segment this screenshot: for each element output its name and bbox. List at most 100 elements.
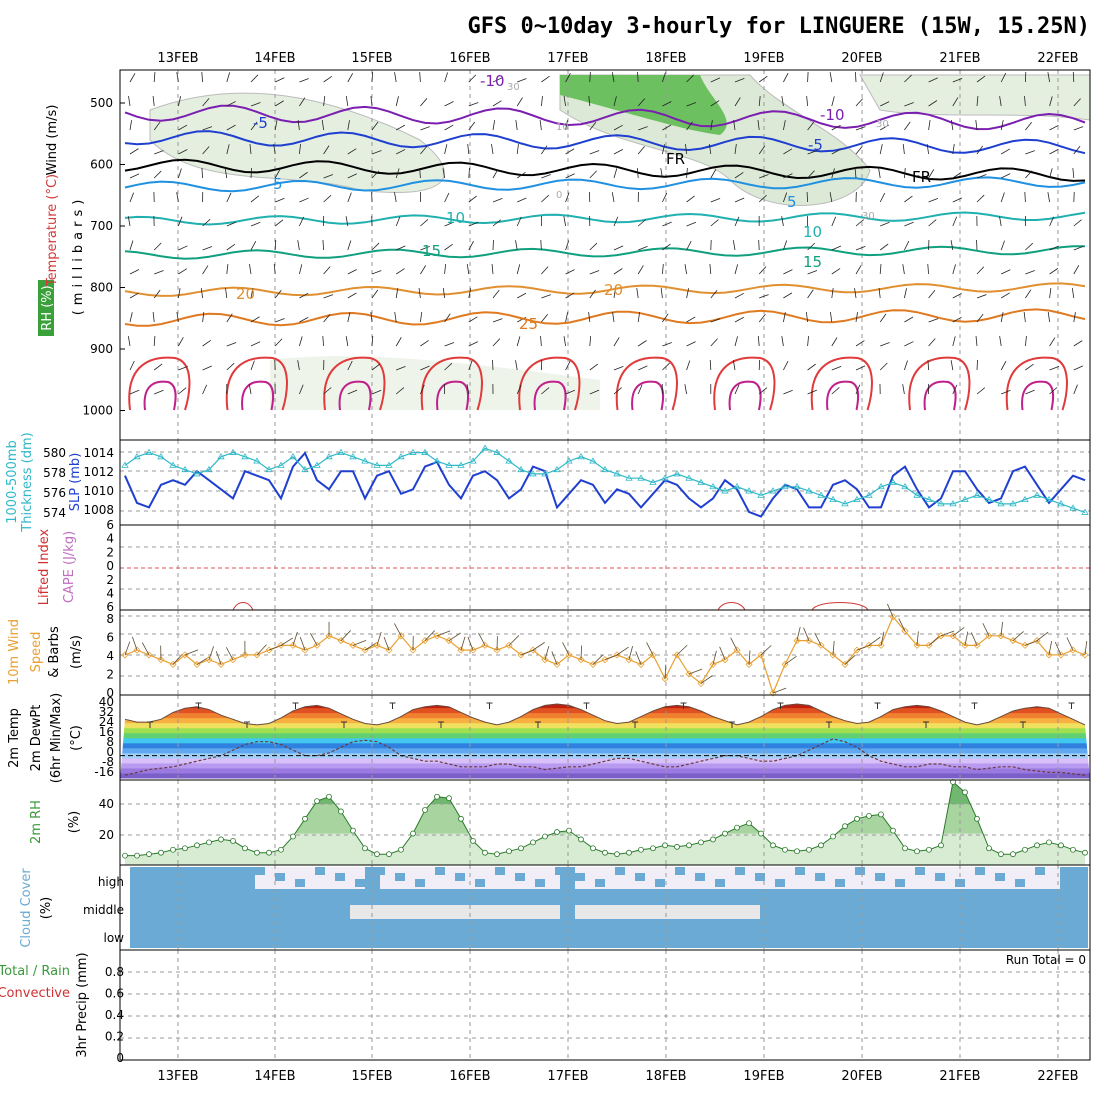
thickness-point bbox=[1069, 504, 1077, 511]
rh-point bbox=[386, 851, 392, 858]
wind-barb bbox=[442, 288, 445, 299]
rh-point bbox=[806, 846, 812, 853]
isotherm-label: -10 bbox=[480, 72, 505, 90]
precip-tick-label: 0.2 bbox=[105, 1030, 124, 1044]
wind-barb bbox=[783, 120, 786, 131]
wind-speed-point bbox=[961, 641, 969, 649]
wind-barb bbox=[952, 293, 962, 299]
wind-barb bbox=[565, 192, 570, 203]
wind-barb bbox=[1024, 96, 1026, 107]
wind-barb-10m bbox=[124, 641, 131, 656]
wind-barb bbox=[686, 221, 697, 227]
cloud-axis-label: Cloud Cover bbox=[19, 868, 34, 948]
wind-barb bbox=[952, 97, 959, 107]
wind-barb bbox=[806, 191, 808, 203]
wind-barb-10m bbox=[868, 636, 881, 646]
rh-axis-label: RH (%) bbox=[40, 285, 55, 330]
wind-speed-point bbox=[493, 646, 501, 654]
wind-barb bbox=[516, 216, 522, 227]
wind-barb bbox=[371, 150, 382, 155]
wind-barb bbox=[1072, 71, 1075, 83]
wind-barb bbox=[950, 240, 954, 251]
wind-barb bbox=[1025, 363, 1034, 371]
wind-barb bbox=[1000, 312, 1004, 323]
wind-barb bbox=[492, 318, 503, 323]
wind-barb bbox=[226, 72, 231, 83]
wind-barb bbox=[323, 96, 326, 107]
rh-point bbox=[818, 842, 824, 849]
wind-barb bbox=[783, 192, 788, 203]
pressure-axis-label: (millibars) bbox=[71, 195, 86, 316]
wind-barb-10m bbox=[256, 644, 267, 656]
wind-barb bbox=[783, 72, 789, 83]
wind-barb bbox=[299, 197, 309, 203]
wind-barb bbox=[468, 360, 473, 371]
thickness-point bbox=[433, 457, 441, 464]
thickness-point bbox=[865, 491, 873, 498]
cloud-high-block bbox=[635, 873, 645, 881]
wind-barb-10m bbox=[730, 637, 738, 651]
rh-point bbox=[254, 849, 260, 856]
wind-barb bbox=[540, 336, 542, 347]
wind-barb bbox=[733, 120, 736, 131]
wind-barb bbox=[153, 242, 162, 251]
slp-tick-label: 1012 bbox=[83, 465, 114, 479]
wind-speed-point bbox=[205, 656, 213, 664]
wind-barb bbox=[855, 265, 862, 275]
thickness-axis-label: Thickness (dm) bbox=[20, 432, 35, 532]
temp-loop-red bbox=[1005, 356, 1068, 411]
wind-barb bbox=[928, 219, 937, 227]
wind-barb bbox=[734, 384, 740, 395]
wind-barb bbox=[297, 240, 300, 251]
thickness-tick-label: 578 bbox=[43, 466, 66, 480]
wind-barb bbox=[854, 288, 857, 299]
isotherm-label: 20 bbox=[604, 281, 623, 299]
wind-barb bbox=[468, 341, 478, 347]
wind-barb bbox=[420, 265, 427, 275]
wind-barb bbox=[127, 336, 131, 347]
wind-barb bbox=[492, 169, 499, 179]
top-date-label: 13FEB bbox=[157, 51, 198, 66]
wind-barb-10m bbox=[544, 646, 550, 660]
grid-lines bbox=[120, 70, 1090, 1060]
thickness-point bbox=[877, 483, 885, 490]
wind10-axis-label: & Barbs bbox=[47, 626, 62, 678]
wind-barb bbox=[396, 149, 406, 155]
wind-barb bbox=[468, 316, 478, 323]
wind-barb-10m bbox=[676, 644, 688, 656]
thickness-point bbox=[145, 448, 153, 455]
thickness-point bbox=[757, 491, 765, 498]
thickness-point bbox=[469, 457, 477, 464]
wind-barb bbox=[202, 384, 208, 395]
bottom-date-label: 20FEB bbox=[841, 1069, 882, 1084]
rh-point bbox=[170, 846, 176, 853]
rh-point bbox=[518, 845, 524, 852]
wind-barb bbox=[467, 144, 470, 155]
lifted-index-line bbox=[232, 602, 254, 611]
rh-point bbox=[590, 845, 596, 852]
bottom-date-label: 22FEB bbox=[1037, 1069, 1078, 1084]
wind-barb bbox=[323, 145, 330, 155]
wind-barb bbox=[662, 144, 665, 155]
wind-barb bbox=[1049, 366, 1060, 371]
rh-legend-swatch bbox=[38, 280, 54, 336]
wind-barb-10m bbox=[1054, 641, 1062, 656]
wind-barb-10m bbox=[940, 630, 955, 637]
wind-speed-point bbox=[877, 641, 885, 649]
wind-barb-10m bbox=[719, 646, 726, 660]
wind-barb bbox=[178, 149, 188, 155]
rh-point bbox=[578, 836, 584, 843]
wind-barb bbox=[420, 98, 428, 107]
wind-barb bbox=[783, 389, 793, 395]
wind-barb bbox=[1025, 121, 1032, 131]
wind-barb bbox=[734, 144, 737, 155]
rh-point bbox=[1034, 842, 1040, 849]
rh2m-axis-label: (%) bbox=[67, 811, 82, 834]
rh-point bbox=[530, 839, 536, 846]
wind-barb bbox=[444, 192, 450, 203]
wind-barb-10m bbox=[141, 642, 150, 656]
wind-barb bbox=[685, 144, 687, 155]
wind-barb bbox=[684, 384, 687, 395]
cloud-high-block bbox=[775, 879, 785, 887]
wind-barb bbox=[129, 192, 135, 203]
